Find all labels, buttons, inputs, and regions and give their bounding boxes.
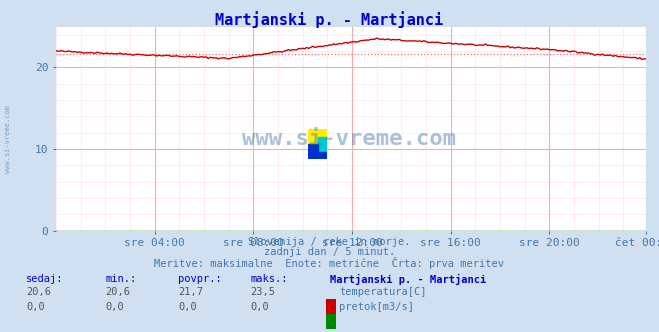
Bar: [308, 144, 318, 159]
Text: povpr.:: povpr.:: [178, 274, 221, 284]
Text: www.si-vreme.com: www.si-vreme.com: [243, 129, 456, 149]
Text: Martjanski p. - Martjanci: Martjanski p. - Martjanci: [215, 12, 444, 29]
Text: 21,7: 21,7: [178, 287, 203, 297]
Text: 0,0: 0,0: [178, 302, 196, 312]
Text: 20,6: 20,6: [26, 287, 51, 297]
Text: sedaj:: sedaj:: [26, 274, 64, 284]
Text: 23,5: 23,5: [250, 287, 275, 297]
Text: Martjanski p. - Martjanci: Martjanski p. - Martjanci: [330, 274, 486, 285]
Text: 0,0: 0,0: [250, 302, 269, 312]
Text: www.si-vreme.com: www.si-vreme.com: [5, 106, 11, 173]
Bar: [318, 137, 327, 152]
Text: maks.:: maks.:: [250, 274, 288, 284]
Bar: [318, 152, 327, 159]
Bar: [308, 129, 327, 144]
Text: min.:: min.:: [105, 274, 136, 284]
Text: Slovenija / reke in morje.: Slovenija / reke in morje.: [248, 237, 411, 247]
Text: 0,0: 0,0: [105, 302, 124, 312]
Text: temperatura[C]: temperatura[C]: [339, 287, 427, 297]
Text: pretok[m3/s]: pretok[m3/s]: [339, 302, 415, 312]
Text: 20,6: 20,6: [105, 287, 130, 297]
Text: Meritve: maksimalne  Enote: metrične  Črta: prva meritev: Meritve: maksimalne Enote: metrične Črta…: [154, 257, 505, 269]
Text: 0,0: 0,0: [26, 302, 45, 312]
Text: zadnji dan / 5 minut.: zadnji dan / 5 minut.: [264, 247, 395, 257]
